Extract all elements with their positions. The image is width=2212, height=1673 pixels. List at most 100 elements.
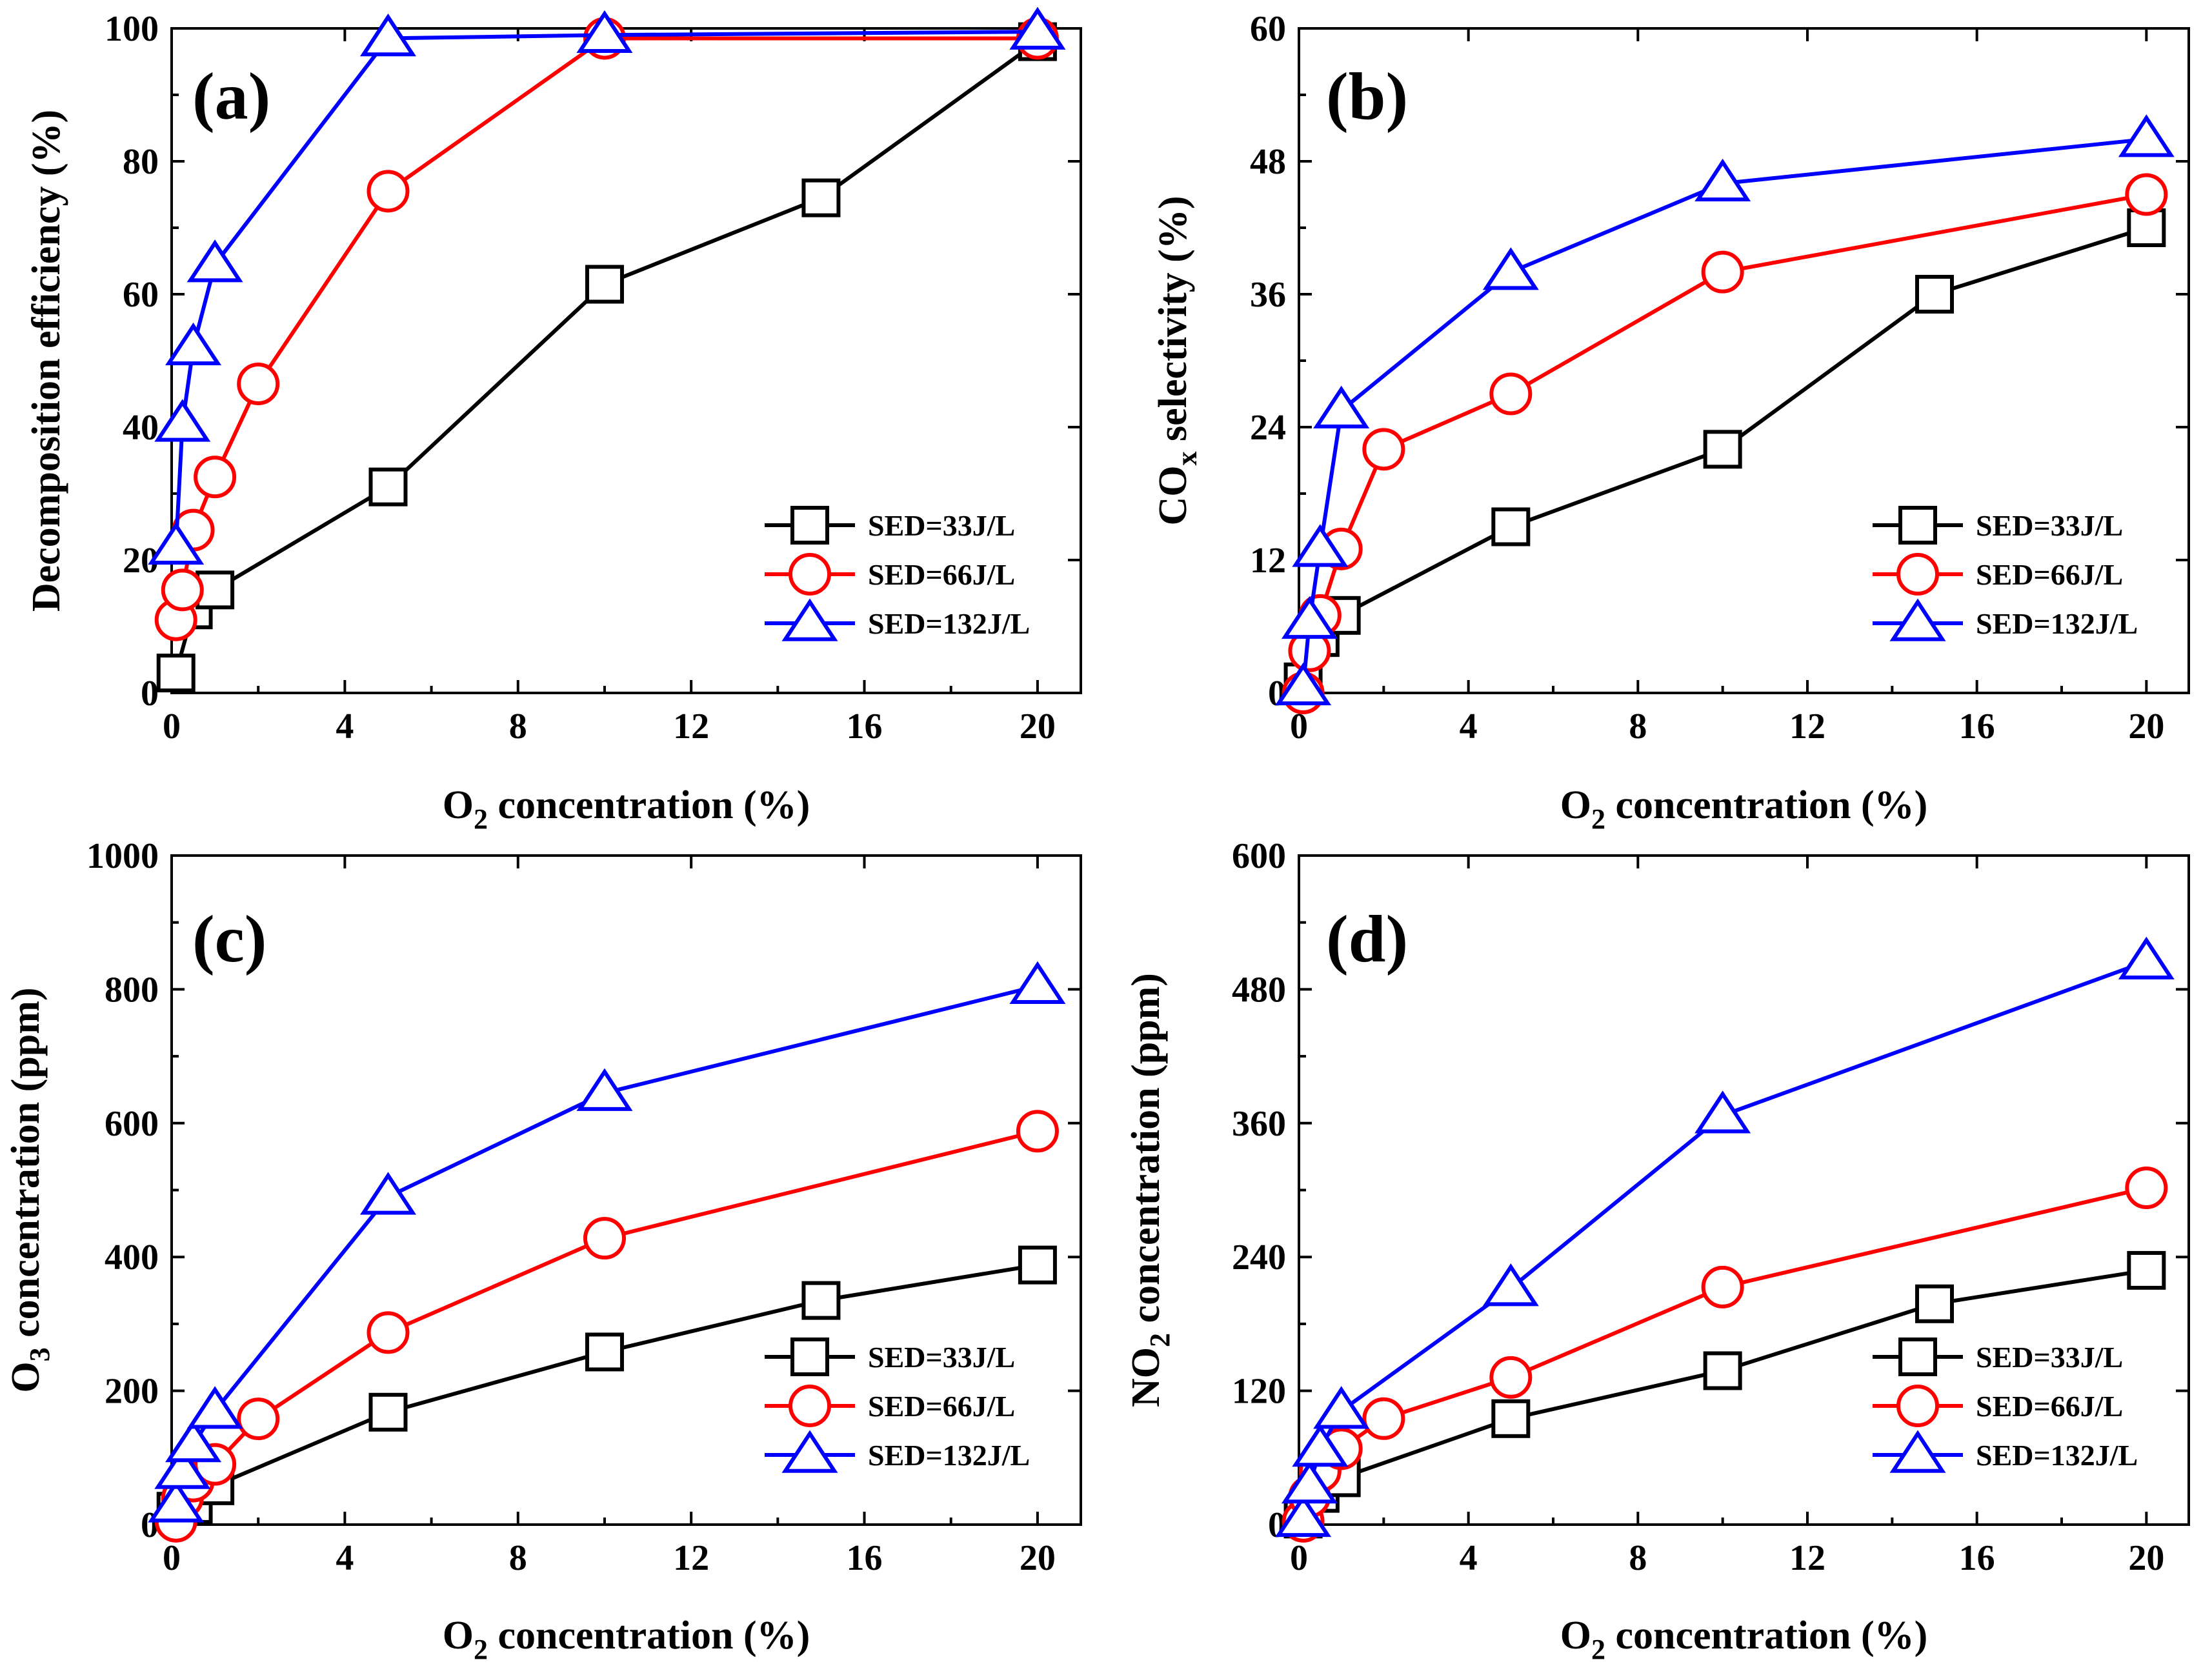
legend-label: SED=66J/L: [868, 1390, 1015, 1423]
y-tick-label: 0: [141, 674, 159, 714]
series-SED=132J/L: [148, 961, 1066, 1523]
x-axis-title-main: O: [1560, 783, 1591, 827]
x-tick-label: 4: [336, 1538, 354, 1578]
y-tick-label: 200: [105, 1372, 159, 1412]
legend-item: SED=33J/L: [765, 1337, 1015, 1376]
y-tick-label: 48: [1250, 142, 1286, 182]
legend-item: SED=66J/L: [1873, 553, 2123, 596]
x-axis-title-subscript: 2: [1591, 803, 1605, 835]
x-tick-label: 8: [509, 1538, 527, 1578]
x-tick-label: 16: [1959, 1538, 1995, 1578]
legend-label: SED=132J/L: [1976, 1439, 2138, 1472]
data-point: [585, 265, 624, 304]
data-point: [186, 239, 243, 283]
legend-marker: [790, 506, 829, 545]
x-tick-label: 8: [509, 706, 527, 746]
x-axis-title-subscript: 2: [1591, 1634, 1605, 1665]
data-point: [368, 1392, 408, 1432]
x-axis-title-rest: concentration (%): [488, 783, 810, 827]
x-tick-label: 12: [673, 706, 709, 746]
panel-label: (c): [192, 902, 266, 976]
y-tick-label: 1000: [86, 836, 159, 876]
data-point: [1694, 158, 1751, 202]
legend: SED=33J/L SED=66J/L SED=132J/L: [765, 1337, 1030, 1473]
y-tick-label: 400: [105, 1237, 159, 1277]
data-point: [1489, 1356, 1533, 1399]
x-axis-title-subscript: 2: [474, 803, 488, 835]
y-axis-title-subscript: 2: [1144, 1333, 1176, 1347]
legend-label: SED=33J/L: [868, 1341, 1015, 1374]
legend-item: SED=132J/L: [765, 598, 1030, 641]
data-point: [576, 10, 633, 54]
legend-marker: [781, 598, 838, 641]
data-point: [237, 1398, 280, 1441]
y-axis-title-subscript: 3: [24, 1347, 55, 1361]
y-axis-title: NO2 concentration (ppm): [1124, 973, 1176, 1407]
data-point: [154, 1446, 211, 1489]
legend-item: SED=33J/L: [765, 506, 1015, 545]
legend-label: SED=132J/L: [868, 607, 1030, 640]
data-point: [2118, 114, 2175, 157]
y-tick-label: 36: [1250, 275, 1286, 315]
x-axis-title: O2 concentration (%): [443, 1614, 810, 1665]
legend-label: SED=33J/L: [868, 509, 1015, 542]
legend-marker: [1889, 1430, 1946, 1473]
data-point: [1275, 662, 1332, 706]
y-axis-title-rest: selectivity (%): [1151, 196, 1195, 452]
y-tick-label: 24: [1250, 408, 1286, 448]
series-SED=132J/L: [1275, 114, 2175, 706]
y-axis-title-main: Decomposition efficiency (%): [25, 110, 68, 612]
y-tick-label: 40: [123, 408, 159, 448]
data-point: [1482, 1263, 1539, 1307]
data-point: [1694, 1090, 1751, 1134]
x-axis-title-main: O: [443, 1614, 474, 1658]
x-axis-title-subscript: 2: [474, 1634, 488, 1665]
series-SED=132J/L: [148, 6, 1066, 565]
x-tick-label: 20: [2128, 706, 2164, 746]
data-point: [1292, 1424, 1349, 1467]
plot-frame: [1298, 27, 2190, 694]
x-tick-label: 4: [336, 706, 354, 746]
legend: SED=33J/L SED=66J/L SED=132J/L: [1873, 506, 2138, 641]
x-tick-label: 12: [1789, 1538, 1825, 1578]
x-tick-label: 16: [1959, 706, 1995, 746]
legend-item: SED=33J/L: [1873, 506, 2123, 545]
legend-marker: [1889, 598, 1946, 641]
y-axis-title-subscript: x: [1171, 451, 1203, 465]
y-axis-title-rest: concentration (ppm): [1124, 973, 1168, 1333]
data-point: [1292, 524, 1349, 567]
data-point: [585, 1332, 624, 1372]
data-point: [1313, 1386, 1370, 1429]
y-axis-title-main: NO: [1124, 1347, 1168, 1407]
x-axis-title-rest: concentration (%): [1605, 1614, 1927, 1658]
y-tick-label: 12: [1250, 541, 1286, 581]
x-tick-label: 16: [847, 706, 883, 746]
y-tick-label: 100: [105, 9, 159, 49]
x-axis-title-rest: concentration (%): [1605, 783, 1927, 827]
legend-label: SED=132J/L: [1976, 607, 2138, 640]
y-tick-label: 240: [1232, 1237, 1286, 1277]
data-point: [368, 467, 408, 506]
y-axis-title: O3 concentration (ppm): [4, 987, 55, 1392]
data-point: [1362, 428, 1405, 471]
data-point: [359, 13, 416, 57]
plot-frame: [1298, 854, 2190, 1526]
data-point: [801, 1281, 841, 1320]
x-tick-label: 8: [1629, 1538, 1647, 1578]
data-point: [1482, 247, 1539, 290]
data-point: [154, 399, 211, 442]
legend-marker: [1898, 1337, 1937, 1376]
data-point: [1281, 596, 1338, 639]
legend-item: SED=33J/L: [1873, 1337, 2123, 1376]
data-point: [2127, 1250, 2166, 1290]
x-tick-label: 8: [1629, 706, 1647, 746]
y-axis-title-main: CO: [1151, 465, 1195, 525]
data-point: [1275, 1494, 1332, 1538]
y-axis-title-rest: concentration (ppm): [4, 987, 48, 1347]
x-tick-label: 0: [163, 1538, 181, 1578]
series-SED=132J/L: [1275, 936, 2175, 1538]
x-tick-label: 20: [1020, 1538, 1056, 1578]
data-point: [1362, 1397, 1405, 1440]
